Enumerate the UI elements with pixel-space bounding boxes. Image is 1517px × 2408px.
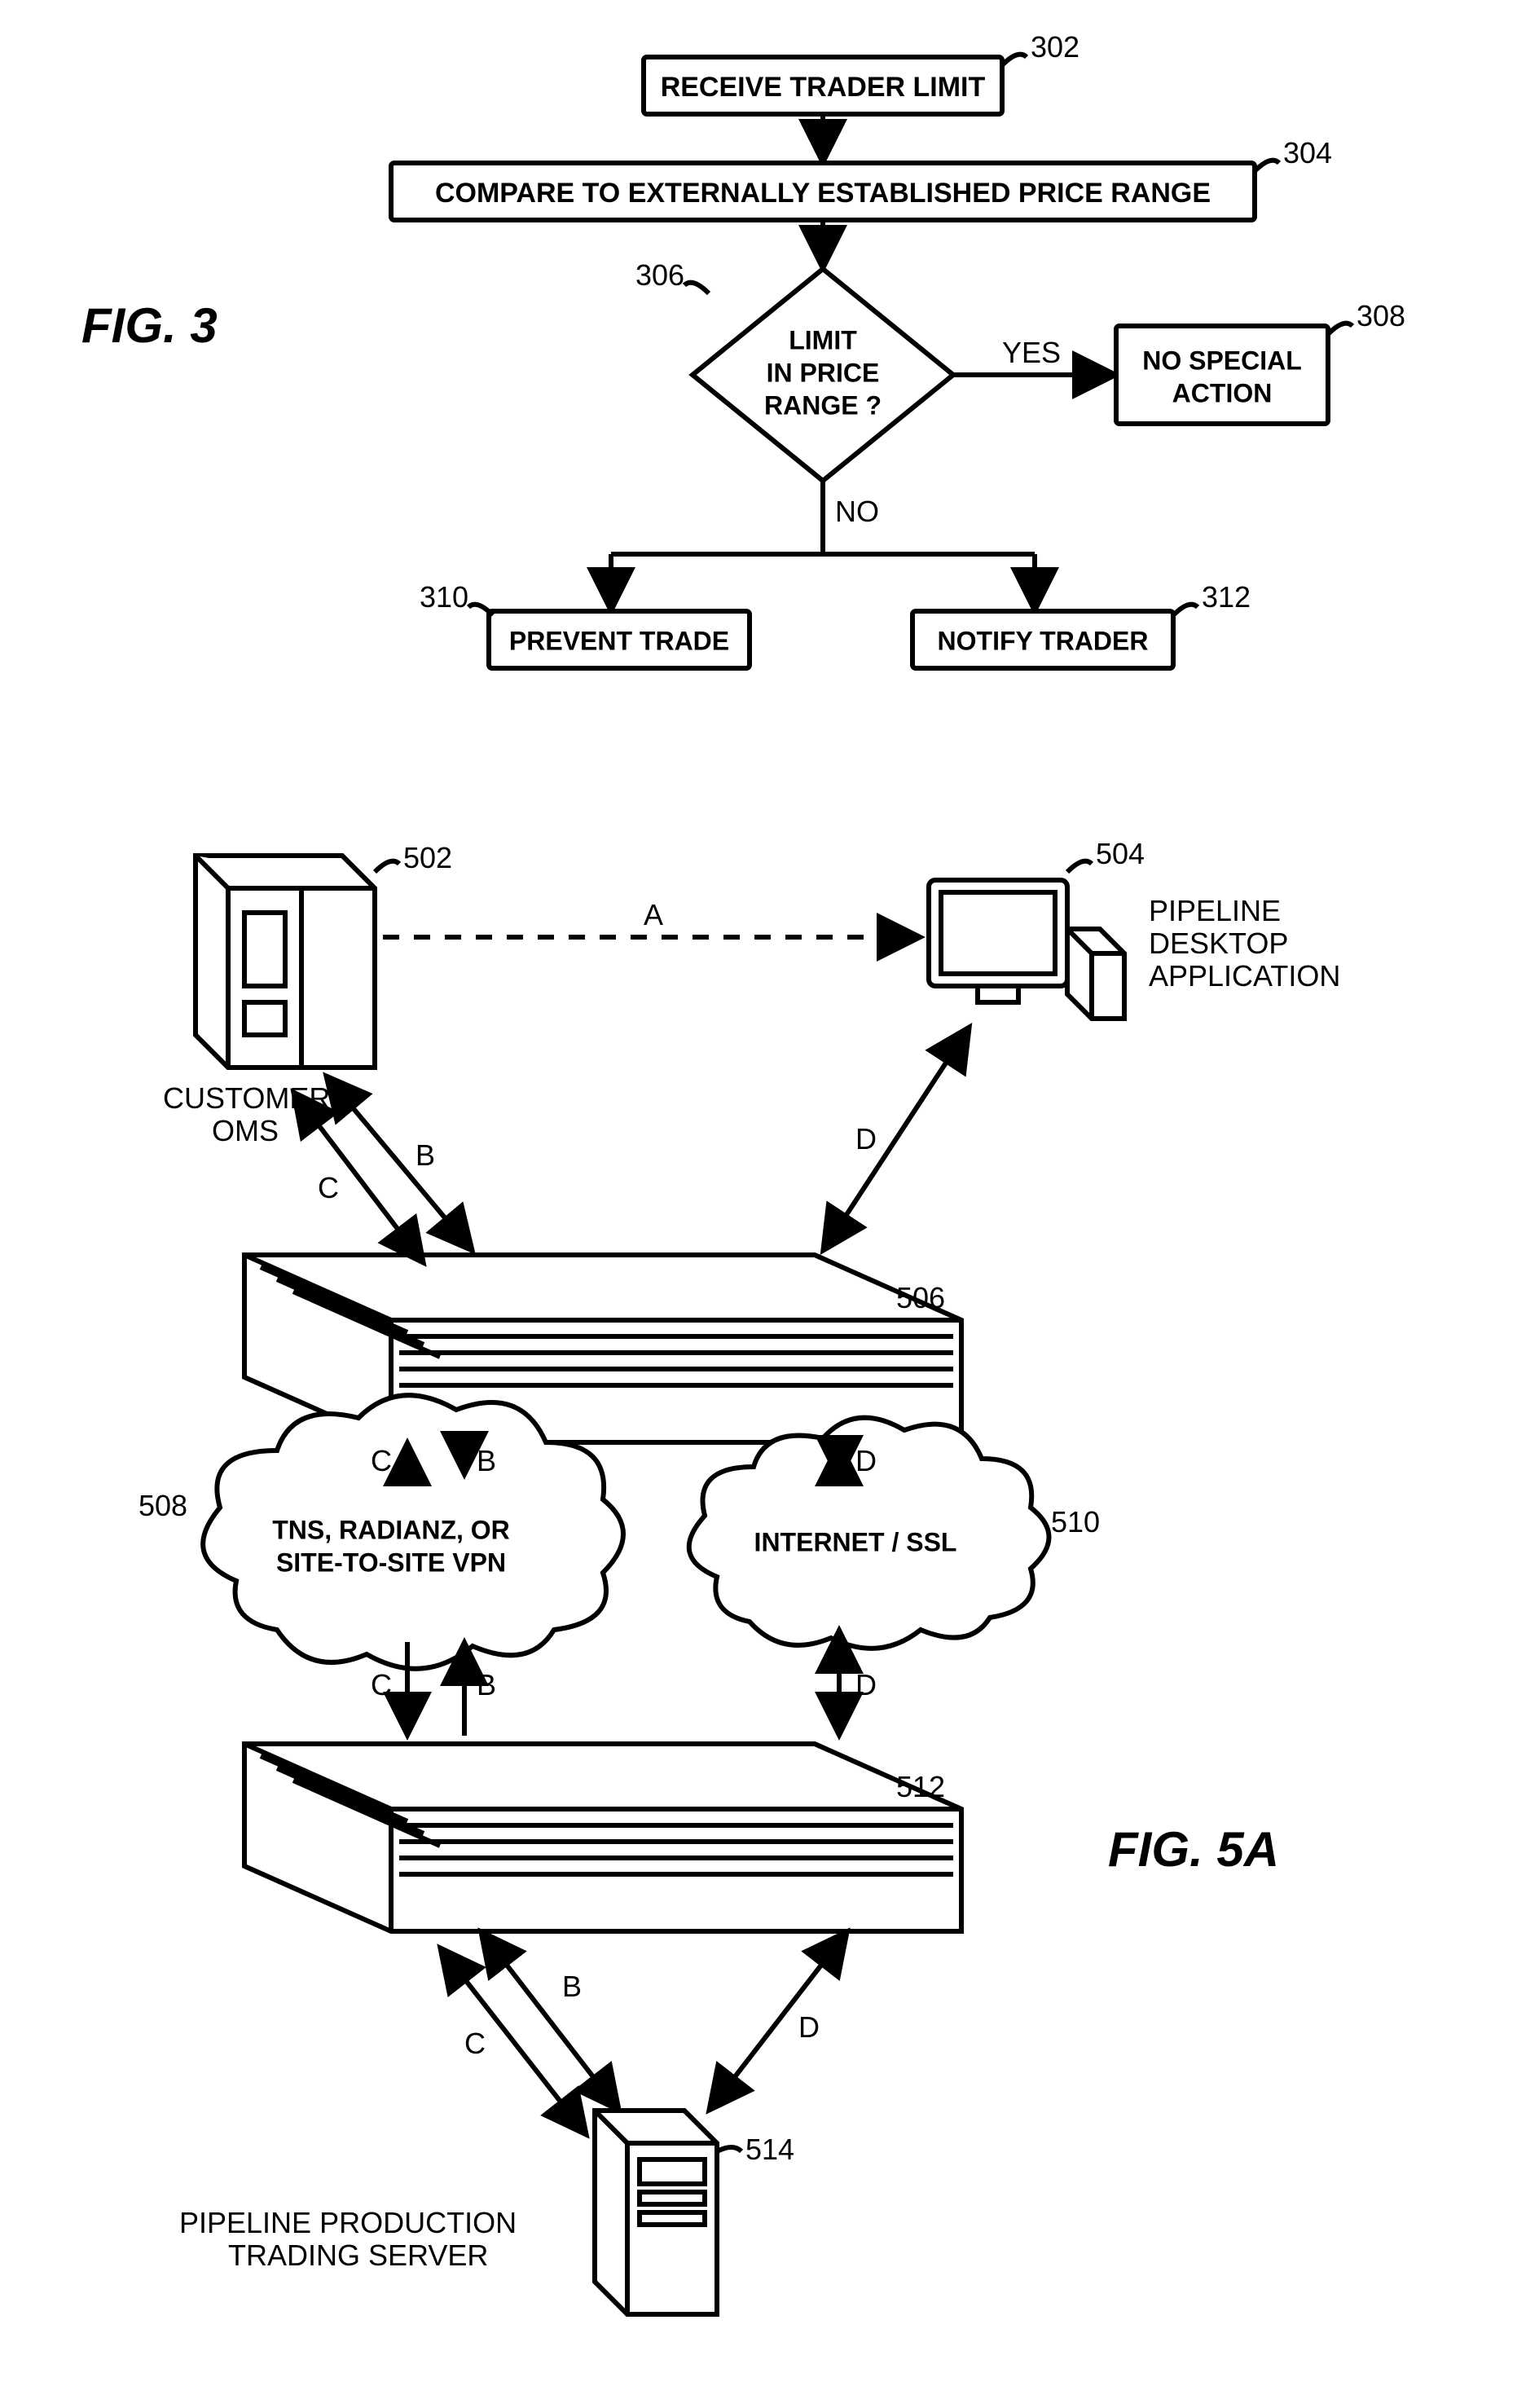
- node-512: [244, 1744, 961, 1931]
- edge-yes: YES: [1002, 336, 1061, 369]
- node-514: [595, 2111, 717, 2314]
- edge-B-2: B: [477, 1444, 496, 1477]
- ref-304: 304: [1283, 136, 1332, 169]
- node-510-label: INTERNET / SSL: [754, 1527, 957, 1556]
- ref-312: 312: [1202, 580, 1251, 614]
- node-308-l2: ACTION: [1172, 378, 1273, 407]
- ref-308: 308: [1357, 299, 1405, 332]
- edge-B-1: B: [416, 1138, 435, 1172]
- ref-506: 506: [896, 1281, 945, 1314]
- node-502: [196, 856, 375, 1068]
- node-504: [929, 880, 1124, 1019]
- edge-B-4: B: [562, 1970, 582, 2003]
- ref-504: 504: [1096, 837, 1145, 870]
- node-508-l2: SITE-TO-SITE VPN: [276, 1547, 506, 1577]
- node-504-l3: APPLICATION: [1149, 959, 1340, 993]
- edge-C-2: C: [371, 1444, 392, 1477]
- node-514-l2: TRADING SERVER: [228, 2239, 488, 2272]
- edge-D-2: D: [855, 1444, 877, 1477]
- ref-514: 514: [745, 2133, 794, 2166]
- edge-C-3: C: [371, 1668, 392, 1701]
- fig3-title: FIG. 3: [81, 298, 218, 353]
- ref-502: 502: [403, 841, 452, 874]
- edge-A-label: A: [644, 898, 663, 931]
- edge-D-1: D: [855, 1122, 877, 1156]
- edge-B-3: B: [477, 1668, 496, 1701]
- fig5a-title: FIG. 5A: [1108, 1822, 1279, 1877]
- edge-no: NO: [835, 495, 879, 528]
- edge-D-3: D: [855, 1668, 877, 1701]
- node-312-label: NOTIFY TRADER: [938, 626, 1149, 655]
- edge-C-4: C: [464, 2027, 486, 2060]
- ref-310: 310: [420, 580, 468, 614]
- node-308-l1: NO SPECIAL: [1142, 346, 1302, 375]
- ref-302: 302: [1031, 33, 1079, 64]
- ref-512: 512: [896, 1770, 945, 1803]
- node-514-l1: PIPELINE PRODUCTION: [179, 2206, 517, 2239]
- node-504-l1: PIPELINE: [1149, 894, 1281, 927]
- edge-C-1: C: [318, 1171, 339, 1204]
- node-502-l2: OMS: [212, 1114, 279, 1147]
- edge-D-4: D: [798, 2010, 820, 2044]
- ref-510: 510: [1051, 1505, 1100, 1539]
- fig5a-diagram: 502 CUSTOMER OMS 504 PIPELINE DESKTOP AP…: [33, 766, 1484, 2355]
- node-306-l1: LIMIT: [789, 325, 857, 354]
- node-310-label: PREVENT TRADE: [509, 626, 729, 655]
- node-304-label: COMPARE TO EXTERNALLY ESTABLISHED PRICE …: [435, 178, 1211, 209]
- ref-306: 306: [635, 258, 684, 292]
- ref-508: 508: [139, 1489, 187, 1522]
- node-306-l2: IN PRICE: [767, 358, 880, 387]
- node-508-l1: TNS, RADIANZ, OR: [272, 1515, 510, 1544]
- node-306-l3: RANGE ?: [764, 390, 882, 420]
- node-504-l2: DESKTOP: [1149, 927, 1288, 960]
- node-302-label: RECEIVE TRADER LIMIT: [661, 72, 986, 103]
- fig3-diagram: FIG. 3 RECEIVE TRADER LIMIT 302 COMPARE …: [33, 33, 1484, 766]
